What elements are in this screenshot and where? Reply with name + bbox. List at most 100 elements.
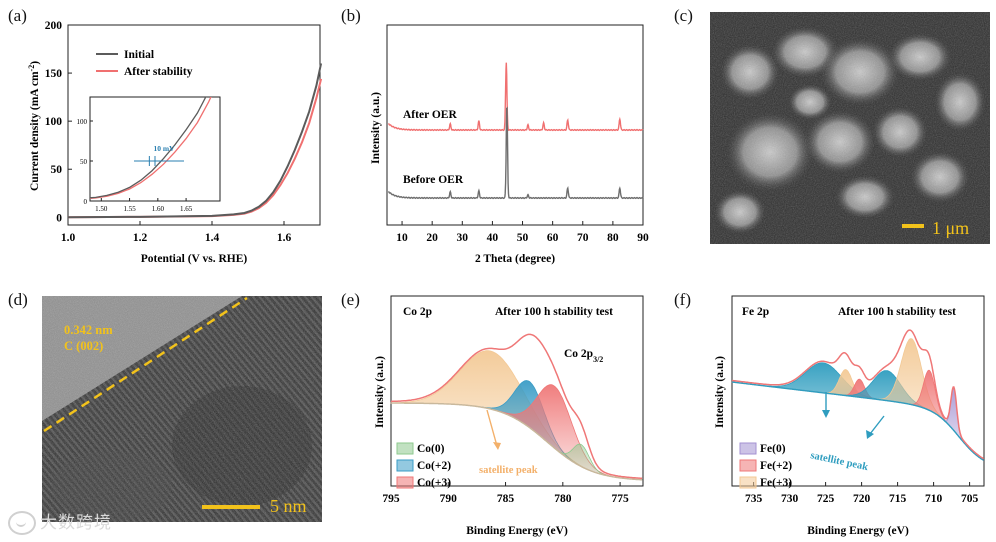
panel-f: (f) 735 730 725 720 715 710 705 Fe 2p After 10… xyxy=(660,280,996,542)
panel-e: (e) 795 790 785 780 775 Co 2p After 100 h st… xyxy=(335,280,655,542)
f-legend-label: Fe(+2) xyxy=(760,460,792,472)
a-inset-ytick-label: 0 xyxy=(84,198,88,206)
b-xtick-label: 70 xyxy=(577,232,589,244)
a-ytick-label: 200 xyxy=(45,20,63,32)
f-background-line xyxy=(731,381,985,461)
tem-image: 0.342 nm C (002) 5 nm xyxy=(42,296,322,522)
a-ytick-label: 0 xyxy=(56,212,62,224)
b-xtick-label: 60 xyxy=(547,232,559,244)
b-ylabel: Intensity (a.u.) xyxy=(370,92,382,164)
e-legend-label: Co(+2) xyxy=(417,460,451,472)
chart-f: 735 730 725 720 715 710 705 Fe 2p After 100 h … xyxy=(714,295,985,537)
b-xtick-label: 90 xyxy=(637,232,649,244)
chart-e: 795 790 785 780 775 Co 2p After 100 h stabil… xyxy=(374,295,644,537)
e-xtick-label: 795 xyxy=(382,493,400,505)
e-background-line xyxy=(391,402,643,481)
a-inset-ytick-label: 100 xyxy=(77,118,88,126)
e-legend-swatch xyxy=(396,442,414,455)
a-inset-series-line xyxy=(90,97,207,199)
b-xtick-label: 30 xyxy=(457,232,469,244)
e-legend-swatch xyxy=(396,476,414,489)
a-xtick-label: 1.4 xyxy=(205,232,220,244)
e-header: Co 2p xyxy=(403,306,432,318)
e-xtick-label: 780 xyxy=(554,493,572,505)
b-xtick-label: 80 xyxy=(607,232,619,244)
sem-scale-bar xyxy=(902,224,924,228)
f-xtick-label: 715 xyxy=(889,493,907,505)
a-ytick-label: 50 xyxy=(51,164,63,176)
b-label-before: Before OER xyxy=(403,174,464,186)
a-inset-series-line xyxy=(90,97,212,199)
b-xtick-label: 20 xyxy=(426,232,438,244)
f-satellite-arrowhead-1 xyxy=(822,410,830,418)
f-satellite-label: satellite peak xyxy=(809,450,869,473)
a-xtick-label: 1.2 xyxy=(133,232,148,244)
tem-scale-bar xyxy=(202,505,260,509)
e-peak-label: Co 2p3/2 xyxy=(564,348,603,364)
b-xtick-label: 10 xyxy=(396,232,408,244)
watermark-logo-icon xyxy=(8,511,36,535)
f-xtick-label: 705 xyxy=(961,493,979,505)
a-xtick-label: 1.6 xyxy=(277,232,292,244)
a-inset-ytick-label: 50 xyxy=(80,158,88,166)
f-envelope-line xyxy=(731,329,985,460)
e-ylabel: Intensity (a.u.) xyxy=(374,356,386,428)
chart-a: 1.0 1.2 1.4 1.6 0 50 100 150 200 Potential (V v… xyxy=(27,20,323,265)
f-legend-swatch xyxy=(739,459,757,472)
a-series-line xyxy=(67,63,323,219)
a-legend-initial: Initial xyxy=(124,49,154,61)
a-inset-annotation: 10 mV xyxy=(153,144,175,153)
f-note: After 100 h stability test xyxy=(838,306,956,318)
a-inset-xtick-label: 1.60 xyxy=(152,205,165,213)
a-inset-xtick-label: 1.65 xyxy=(180,205,193,213)
watermark: 大数跨境 xyxy=(8,508,112,535)
tem-edge-line xyxy=(43,296,248,433)
sem-image: 1 μm xyxy=(710,12,990,244)
panel-label-b: (b) xyxy=(341,6,361,25)
panel-c: (c) xyxy=(660,0,996,270)
tem-lattice-plane: C (002) xyxy=(64,339,103,353)
f-legend-swatch xyxy=(739,476,757,489)
f-legend-swatch xyxy=(739,442,757,455)
panel-label-c: (c) xyxy=(674,6,693,25)
e-xlabel: Binding Energy (eV) xyxy=(466,525,568,537)
a-ytick-label: 150 xyxy=(45,68,63,80)
e-note: After 100 h stability test xyxy=(495,306,613,318)
e-legend-label: Co(+3) xyxy=(417,477,451,489)
a-inset-frame xyxy=(89,96,221,202)
b-xlabel: 2 Theta (degree) xyxy=(475,253,555,265)
a-inset-xtick-label: 1.55 xyxy=(123,205,136,213)
e-satellite-arrowhead xyxy=(493,442,501,450)
panel-b: (b) 10 20 30 40 50 60 70 80 90 After OER Before … xyxy=(335,0,655,270)
panel-label-d: (d) xyxy=(8,290,28,309)
b-series-line xyxy=(387,106,644,200)
chart-b: 10 20 30 40 50 60 70 80 90 After OER Before OER … xyxy=(370,24,649,265)
e-xtick-label: 790 xyxy=(440,493,458,505)
panel-label-a: (a) xyxy=(8,6,27,25)
f-header: Fe 2p xyxy=(742,306,769,318)
f-legend-label: Fe(0) xyxy=(760,443,786,455)
sem-scale-label: 1 μm xyxy=(932,218,969,238)
a-xtick-label: 1.0 xyxy=(61,232,76,244)
b-series-line xyxy=(387,62,644,132)
tem-scale-label: 5 nm xyxy=(270,496,307,516)
f-legend-label: Fe(+3) xyxy=(760,477,792,489)
b-label-after: After OER xyxy=(403,109,457,121)
f-satellite-arrowhead-2 xyxy=(866,430,874,439)
f-xtick-label: 730 xyxy=(781,493,799,505)
tem-lattice-spacing: 0.342 nm xyxy=(64,323,113,337)
e-legend-label: Co(0) xyxy=(417,443,445,455)
panel-label-f: (f) xyxy=(674,290,691,309)
panel-d: (d) 0.342 nm C (002) 5 nm xyxy=(0,280,330,542)
e-satellite-arrow xyxy=(486,409,498,447)
a-xlabel: Potential (V vs. RHE) xyxy=(141,253,248,265)
panel-a: (a) 1.0 1.2 1.4 1.6 0 50 100 150 200 Potential … xyxy=(0,0,330,270)
f-ylabel: Intensity (a.u.) xyxy=(714,356,726,428)
e-legend-swatch xyxy=(396,459,414,472)
f-xtick-label: 720 xyxy=(853,493,871,505)
e-satellite-label: satellite peak xyxy=(479,465,538,476)
f-satellite-arrow-2 xyxy=(869,415,885,435)
a-legend-after: After stability xyxy=(124,66,193,78)
f-xtick-label: 710 xyxy=(925,493,943,505)
f-xtick-label: 725 xyxy=(817,493,835,505)
